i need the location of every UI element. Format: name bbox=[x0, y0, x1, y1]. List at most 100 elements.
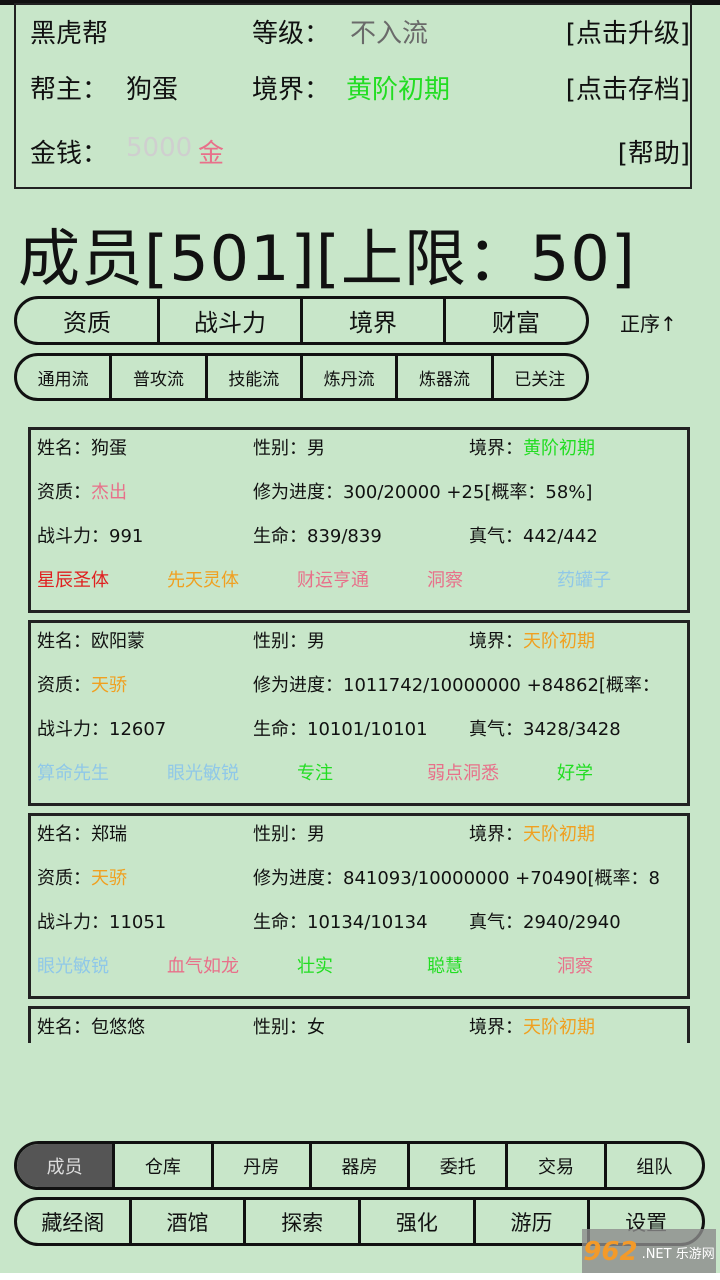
member-qi: 真气：3428/3428 bbox=[469, 715, 621, 741]
sort-tab-realm[interactable]: 境界 bbox=[300, 299, 443, 342]
nav-tab[interactable]: 丹房 bbox=[210, 1144, 309, 1187]
member-progress-label: 修为进度： bbox=[253, 868, 343, 889]
filter-tab-attack[interactable]: 普攻流 bbox=[109, 356, 204, 398]
member-realm-label: 境界： bbox=[469, 438, 523, 459]
member-hp-value: 10101/10101 bbox=[307, 719, 428, 740]
member-qi-value: 442/442 bbox=[523, 526, 598, 547]
member-card[interactable]: 姓名：郑瑞 性别：男 境界：天阶初期 资质：天骄 修为进度：841093/1000000… bbox=[28, 813, 690, 999]
member-realm-label: 境界： bbox=[469, 824, 523, 845]
member-aptitude-label: 资质： bbox=[37, 482, 91, 503]
member-name-value: 包悠悠 bbox=[91, 1017, 145, 1038]
sort-tab-aptitude[interactable]: 资质 bbox=[63, 309, 111, 337]
member-power-value: 991 bbox=[109, 526, 144, 547]
member-gender: 性别：男 bbox=[253, 820, 325, 846]
nav-tab[interactable]: 藏经阁 bbox=[41, 1210, 105, 1235]
filter-tab-followed[interactable]: 已关注 bbox=[490, 356, 586, 398]
member-gender-label: 性别： bbox=[253, 824, 307, 845]
member-row: 姓名：欧阳蒙 性别：男 境界：天阶初期 bbox=[37, 627, 687, 653]
member-row: 资质：天骄 修为进度：841093/10000000 +70490[概率：8 bbox=[37, 864, 687, 890]
member-aptitude-label: 资质： bbox=[37, 675, 91, 696]
member-card[interactable]: 姓名：欧阳蒙 性别：男 境界：天阶初期 资质：天骄 修为进度：1011742/10000… bbox=[28, 620, 690, 806]
member-gender: 性别：男 bbox=[253, 627, 325, 653]
filter-tabs: 通用流 普攻流 技能流 炼丹流 炼器流 已关注 bbox=[14, 353, 589, 401]
help-button[interactable]: [帮助] bbox=[617, 139, 690, 169]
save-button[interactable]: [点击存档] bbox=[565, 75, 690, 105]
member-realm-value: 天阶初期 bbox=[523, 631, 595, 652]
member-power-label: 战斗力： bbox=[37, 719, 109, 740]
member-power-value: 12607 bbox=[109, 719, 167, 740]
realm-label: 境界： bbox=[252, 75, 331, 105]
member-gender-value: 女 bbox=[307, 1017, 325, 1038]
member-name-label: 姓名： bbox=[37, 438, 91, 459]
nav-tab[interactable]: 游历 bbox=[472, 1200, 588, 1243]
nav-tab[interactable]: 组队 bbox=[603, 1144, 702, 1187]
member-qi-label: 真气： bbox=[469, 526, 523, 547]
member-qi-label: 真气： bbox=[469, 719, 523, 740]
member-hp-value: 839/839 bbox=[307, 526, 382, 547]
nav-tab[interactable]: 成员 bbox=[17, 1144, 113, 1187]
member-row: 资质：天骄 修为进度：1011742/10000000 +84862[概率： bbox=[37, 671, 687, 697]
member-power: 战斗力：991 bbox=[37, 522, 143, 548]
member-power-label: 战斗力： bbox=[37, 912, 109, 933]
trait-tag: 眼光敏锐 bbox=[37, 956, 109, 977]
member-name: 姓名：包悠悠 bbox=[37, 1013, 145, 1039]
member-power-label: 战斗力： bbox=[37, 526, 109, 547]
member-aptitude-label: 资质： bbox=[37, 868, 91, 889]
member-aptitude: 资质：天骄 bbox=[37, 864, 127, 890]
sort-order-toggle[interactable]: 正序↑ bbox=[620, 312, 677, 336]
member-name: 姓名：郑瑞 bbox=[37, 820, 127, 846]
member-aptitude-value: 天骄 bbox=[91, 868, 127, 889]
member-aptitude-value: 天骄 bbox=[91, 675, 127, 696]
nav-tab[interactable]: 探索 bbox=[243, 1200, 358, 1243]
money-unit: 金 bbox=[198, 139, 225, 169]
leader-value: 狗蛋 bbox=[126, 75, 179, 105]
member-progress-value: 300/20000 +25[概率：58%] bbox=[343, 482, 593, 503]
nav-row-1: 成员 仓库 丹房 器房 委托 交易 组队 bbox=[14, 1141, 705, 1190]
member-row: 姓名：狗蛋 性别：男 境界：黄阶初期 bbox=[37, 434, 687, 460]
money-label: 金钱： bbox=[30, 139, 109, 169]
bottom-strip bbox=[0, 1273, 720, 1280]
trait-tag: 壮实 bbox=[297, 956, 333, 977]
member-gender-label: 性别： bbox=[253, 1017, 307, 1038]
member-traits: 星辰圣体 先天灵体 财运亨通 洞察 药罐子 bbox=[37, 566, 687, 591]
member-row: 战斗力：12607 生命：10101/10101 真气：3428/3428 bbox=[37, 715, 687, 741]
member-gender-value: 男 bbox=[307, 438, 325, 459]
filter-tab-skill[interactable]: 技能流 bbox=[204, 356, 300, 398]
member-gender-label: 性别： bbox=[253, 438, 307, 459]
trait-tag: 弱点洞悉 bbox=[427, 763, 499, 784]
trait-tag: 眼光敏锐 bbox=[167, 763, 239, 784]
nav-tab[interactable]: 器房 bbox=[308, 1144, 407, 1187]
nav-tab[interactable]: 酒馆 bbox=[128, 1200, 244, 1243]
trait-tag: 财运亨通 bbox=[297, 570, 369, 591]
trait-tag: 算命先生 bbox=[37, 763, 109, 784]
upgrade-button[interactable]: [点击升级] bbox=[565, 19, 690, 49]
member-hp-label: 生命： bbox=[253, 719, 307, 740]
member-list[interactable]: 姓名：狗蛋 性别：男 境界：黄阶初期 资质：杰出 修为进度：300/20000 +25[… bbox=[28, 427, 690, 1043]
member-card[interactable]: 姓名：狗蛋 性别：男 境界：黄阶初期 资质：杰出 修为进度：300/20000 +25[… bbox=[28, 427, 690, 613]
member-progress: 修为进度：300/20000 +25[概率：58%] bbox=[253, 478, 592, 504]
member-hp-label: 生命： bbox=[253, 526, 307, 547]
member-card[interactable]: 姓名：包悠悠 性别：女 境界：天阶初期 bbox=[28, 1006, 690, 1043]
member-gender-label: 性别： bbox=[253, 631, 307, 652]
member-power: 战斗力：11051 bbox=[37, 908, 166, 934]
member-realm: 境界：天阶初期 bbox=[469, 1013, 595, 1039]
member-realm-value: 黄阶初期 bbox=[523, 438, 595, 459]
trait-tag: 血气如龙 bbox=[167, 956, 239, 977]
nav-tab[interactable]: 委托 bbox=[407, 1144, 505, 1187]
filter-tab-alchemy[interactable]: 炼丹流 bbox=[299, 356, 395, 398]
member-hp-value: 10134/10134 bbox=[307, 912, 428, 933]
sort-tab-wealth[interactable]: 财富 bbox=[443, 299, 586, 342]
member-name: 姓名：狗蛋 bbox=[37, 434, 127, 460]
sort-tab-power[interactable]: 战斗力 bbox=[157, 299, 300, 342]
member-progress: 修为进度：841093/10000000 +70490[概率：8 bbox=[253, 864, 660, 890]
filter-tab-general[interactable]: 通用流 bbox=[37, 369, 89, 390]
member-name-value: 郑瑞 bbox=[91, 824, 127, 845]
filter-tab-forging[interactable]: 炼器流 bbox=[395, 356, 490, 398]
nav-tab[interactable]: 交易 bbox=[505, 1144, 603, 1187]
trait-tag: 专注 bbox=[297, 763, 333, 784]
nav-tab[interactable]: 强化 bbox=[358, 1200, 473, 1243]
member-realm-label: 境界： bbox=[469, 631, 523, 652]
gang-name: 黑虎帮 bbox=[30, 19, 109, 49]
member-progress: 修为进度：1011742/10000000 +84862[概率： bbox=[253, 671, 660, 697]
nav-tab[interactable]: 仓库 bbox=[112, 1144, 210, 1187]
